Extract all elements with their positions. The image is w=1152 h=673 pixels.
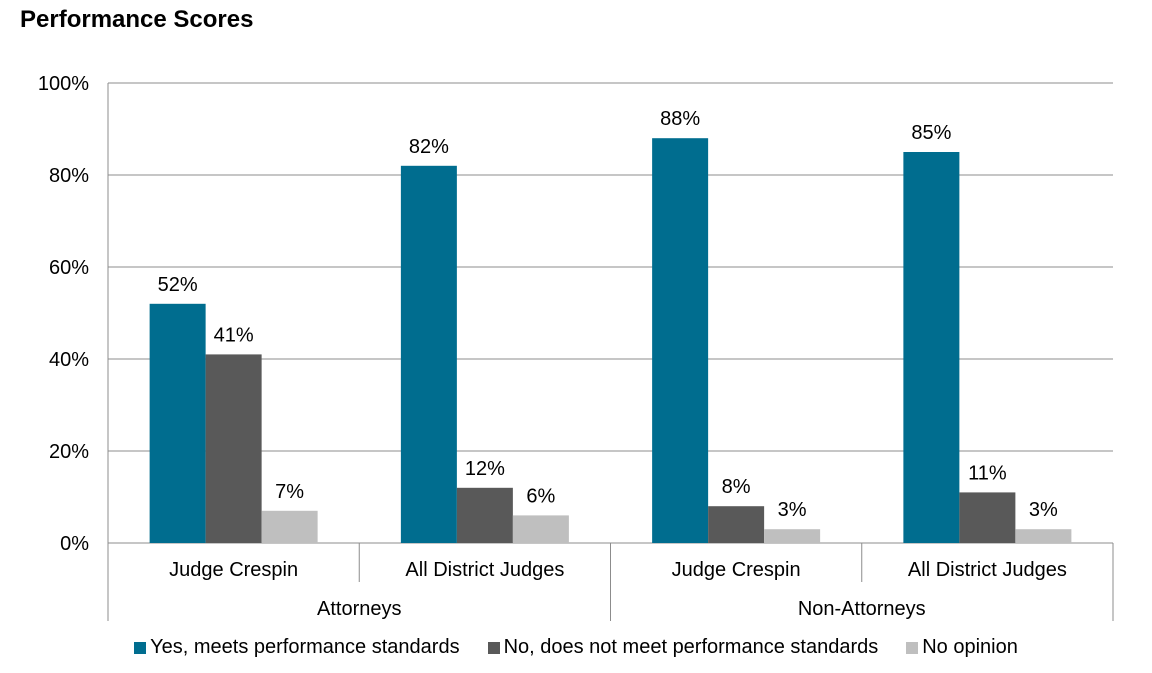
bar bbox=[1015, 529, 1072, 543]
bar bbox=[205, 354, 262, 543]
legend-label-yes: Yes, meets performance standards bbox=[150, 636, 460, 658]
legend-swatch-no-opinion bbox=[906, 641, 919, 654]
x-tick-label: Judge Crespin bbox=[672, 559, 801, 581]
data-label: 3% bbox=[778, 499, 807, 521]
bar bbox=[764, 529, 821, 543]
data-label: 8% bbox=[722, 476, 751, 498]
data-label: 88% bbox=[660, 108, 700, 130]
legend-item-yes: Yes, meets performance standards bbox=[134, 636, 460, 659]
bar bbox=[400, 165, 457, 544]
legend-swatch-no bbox=[487, 641, 500, 654]
bar bbox=[708, 506, 765, 543]
group-label: Non-Attorneys bbox=[798, 598, 926, 620]
y-tick-label: 40% bbox=[49, 349, 89, 371]
legend-item-no: No, does not meet performance standards bbox=[487, 636, 879, 659]
legend-item-no-opinion: No opinion bbox=[906, 636, 1018, 659]
x-tick-label: All District Judges bbox=[405, 559, 564, 581]
legend: Yes, meets performance standards No, doe… bbox=[0, 636, 1152, 659]
bar bbox=[652, 138, 709, 543]
bar bbox=[959, 492, 1016, 543]
bar bbox=[149, 303, 206, 543]
data-label: 82% bbox=[409, 136, 449, 158]
data-label: 12% bbox=[465, 458, 505, 480]
data-label: 3% bbox=[1029, 499, 1058, 521]
bar bbox=[456, 487, 513, 543]
data-label: 6% bbox=[526, 485, 555, 507]
data-label: 7% bbox=[275, 481, 304, 503]
y-tick-label: 20% bbox=[49, 441, 89, 463]
bar bbox=[261, 510, 318, 543]
y-tick-label: 0% bbox=[60, 533, 89, 555]
data-label: 85% bbox=[911, 122, 951, 144]
bar bbox=[512, 515, 569, 543]
data-label: 11% bbox=[968, 462, 1007, 484]
data-label: 41% bbox=[214, 324, 254, 346]
data-label: 52% bbox=[158, 274, 198, 296]
chart-title: Performance Scores bbox=[20, 6, 254, 33]
legend-label-no: No, does not meet performance standards bbox=[503, 636, 879, 658]
x-tick-label: All District Judges bbox=[908, 559, 1067, 581]
legend-swatch-yes bbox=[134, 641, 147, 654]
legend-label-no-opinion: No opinion bbox=[922, 636, 1018, 658]
y-tick-label: 60% bbox=[49, 257, 89, 279]
y-tick-label: 100% bbox=[38, 73, 89, 95]
y-tick-label: 80% bbox=[49, 165, 89, 187]
bar bbox=[903, 152, 960, 543]
group-label: Attorneys bbox=[317, 598, 401, 620]
x-tick-label: Judge Crespin bbox=[169, 559, 298, 581]
